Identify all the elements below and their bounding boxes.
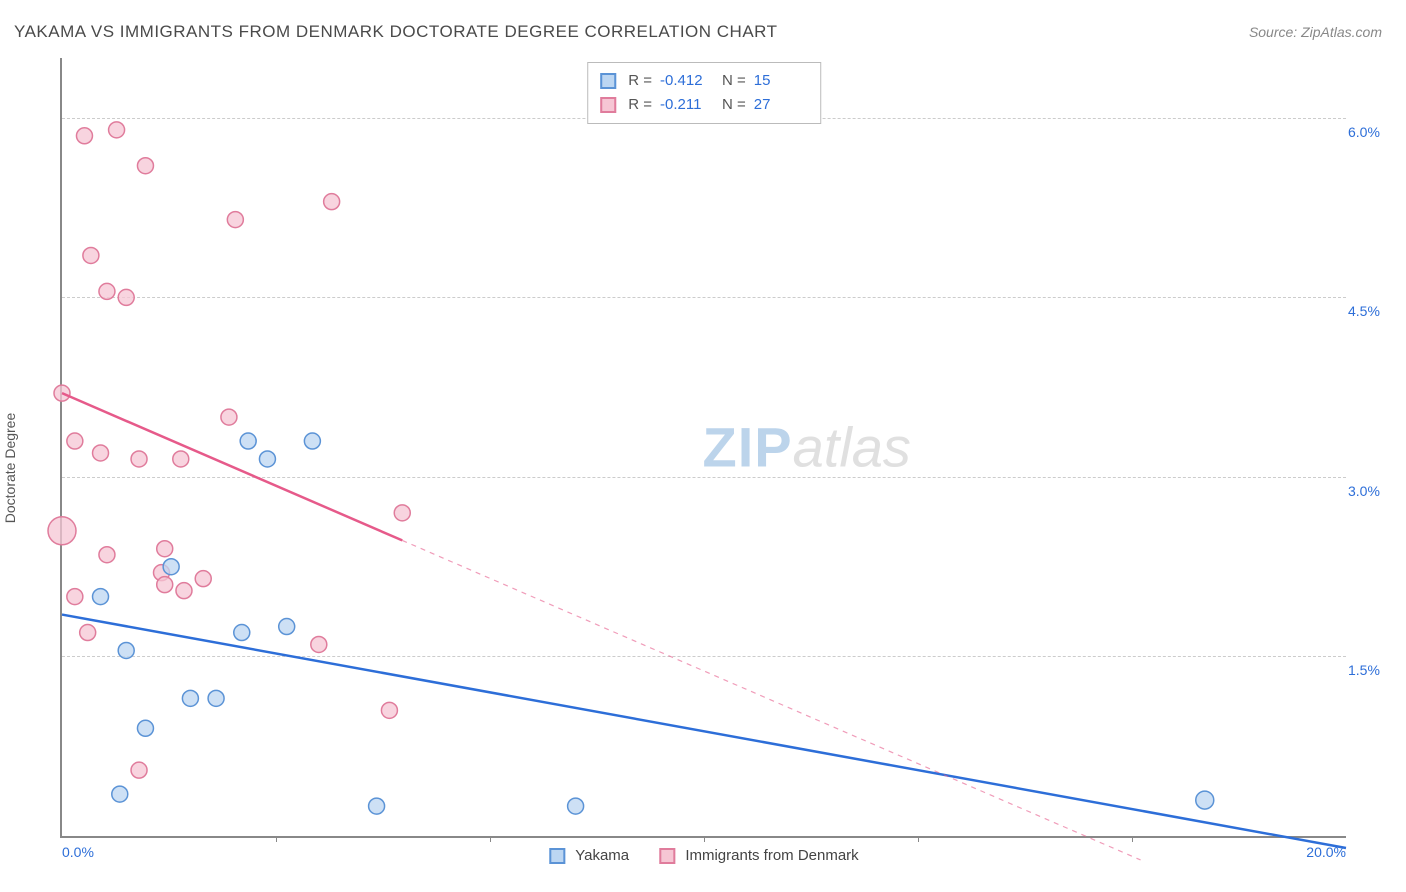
data-point <box>221 409 237 425</box>
data-point <box>259 451 275 467</box>
data-point <box>195 571 211 587</box>
x-tick-mark <box>1132 836 1133 842</box>
stats-R-label-1: R = <box>628 93 652 117</box>
data-point <box>568 798 584 814</box>
data-point <box>279 619 295 635</box>
y-tick-label: 1.5% <box>1348 662 1392 678</box>
stats-N-value-0: 15 <box>754 69 808 93</box>
trend-line-solid <box>62 615 1346 848</box>
x-tick-mark <box>918 836 919 842</box>
data-point <box>67 433 83 449</box>
stats-N-label-1: N = <box>722 93 746 117</box>
stats-R-value-0: -0.412 <box>660 69 714 93</box>
stats-swatch-1 <box>600 97 616 113</box>
data-point <box>173 451 189 467</box>
data-point <box>1196 791 1214 809</box>
stats-N-label-0: N = <box>722 69 746 93</box>
data-point <box>227 212 243 228</box>
legend: Yakama Immigrants from Denmark <box>549 847 858 864</box>
trend-line-dashed <box>402 540 1140 860</box>
data-point <box>240 433 256 449</box>
svg-layer <box>62 58 1346 836</box>
data-point <box>324 194 340 210</box>
data-point <box>381 702 397 718</box>
legend-item-0: Yakama <box>549 847 629 864</box>
data-point <box>394 505 410 521</box>
legend-item-1: Immigrants from Denmark <box>659 847 859 864</box>
stats-R-label-0: R = <box>628 69 652 93</box>
y-tick-label: 4.5% <box>1348 303 1392 319</box>
data-point <box>48 517 76 545</box>
stats-R-value-1: -0.211 <box>660 93 714 117</box>
source-attribution: Source: ZipAtlas.com <box>1249 24 1382 40</box>
data-point <box>118 642 134 658</box>
legend-swatch-1 <box>659 848 675 864</box>
stats-N-value-1: 27 <box>754 93 808 117</box>
data-point <box>234 625 250 641</box>
legend-label-1: Immigrants from Denmark <box>685 847 858 864</box>
data-point <box>137 720 153 736</box>
legend-label-0: Yakama <box>575 847 629 864</box>
stats-row-1: R = -0.211 N = 27 <box>600 93 808 117</box>
data-point <box>311 636 327 652</box>
data-point <box>112 786 128 802</box>
data-point <box>67 589 83 605</box>
data-point <box>157 577 173 593</box>
stats-swatch-0 <box>600 73 616 89</box>
x-tick-left: 0.0% <box>62 844 94 860</box>
data-point <box>137 158 153 174</box>
data-point <box>157 541 173 557</box>
data-point <box>83 247 99 263</box>
data-point <box>182 690 198 706</box>
data-point <box>176 583 192 599</box>
stats-row-0: R = -0.412 N = 15 <box>600 69 808 93</box>
data-point <box>304 433 320 449</box>
x-tick-mark <box>704 836 705 842</box>
data-point <box>118 289 134 305</box>
data-point <box>76 128 92 144</box>
data-point <box>163 559 179 575</box>
stats-box: R = -0.412 N = 15 R = -0.211 N = 27 <box>587 62 821 124</box>
y-axis-label: Doctorate Degree <box>2 413 18 524</box>
y-tick-label: 6.0% <box>1348 124 1392 140</box>
data-point <box>99 283 115 299</box>
data-point <box>208 690 224 706</box>
data-point <box>80 625 96 641</box>
chart-title: YAKAMA VS IMMIGRANTS FROM DENMARK DOCTOR… <box>14 22 778 42</box>
y-tick-label: 3.0% <box>1348 483 1392 499</box>
x-tick-mark <box>276 836 277 842</box>
plot-area: ZIPatlas R = -0.412 N = 15 R = -0.211 N … <box>60 58 1346 838</box>
data-point <box>369 798 385 814</box>
chart-container: Doctorate Degree ZIPatlas R = -0.412 N =… <box>14 58 1392 878</box>
data-point <box>109 122 125 138</box>
data-point <box>93 445 109 461</box>
data-point <box>131 451 147 467</box>
legend-swatch-0 <box>549 848 565 864</box>
data-point <box>99 547 115 563</box>
x-tick-mark <box>490 836 491 842</box>
data-point <box>93 589 109 605</box>
data-point <box>131 762 147 778</box>
